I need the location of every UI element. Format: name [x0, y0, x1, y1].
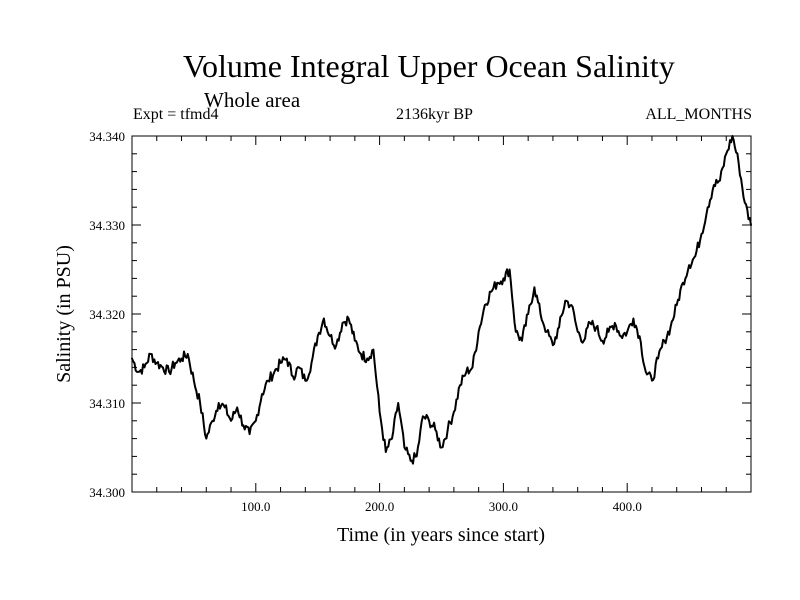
y-tick-label: 34.310 [89, 396, 125, 411]
y-tick-label: 34.340 [89, 129, 125, 144]
experiment-label: Expt = tfmd4 [133, 106, 219, 123]
axis-tick-labels: 34.300 34.310 34.320 34.330 34.340 100.0 200.0… [89, 129, 642, 514]
plot-frame [131, 135, 752, 493]
x-tick-label: 400.0 [613, 499, 642, 514]
x-axis-label: Time (in years since start) [337, 524, 545, 546]
series-line-salinity [131, 135, 752, 465]
y-tick-label: 34.330 [89, 218, 125, 233]
x-tick-label: 200.0 [365, 499, 394, 514]
axis-ticks [132, 135, 751, 493]
season-label: ALL_MONTHS [645, 106, 752, 123]
chart-subtitle: Whole area [204, 88, 301, 112]
y-axis-label: Salinity (in PSU) [53, 245, 75, 383]
y-tick-label: 34.300 [89, 485, 125, 500]
chart-title: Volume Integral Upper Ocean Salinity [183, 48, 675, 84]
period-label: 2136kyr BP [396, 106, 473, 123]
x-tick-label: 100.0 [241, 499, 270, 514]
x-tick-label: 300.0 [489, 499, 518, 514]
y-tick-label: 34.320 [89, 307, 125, 322]
